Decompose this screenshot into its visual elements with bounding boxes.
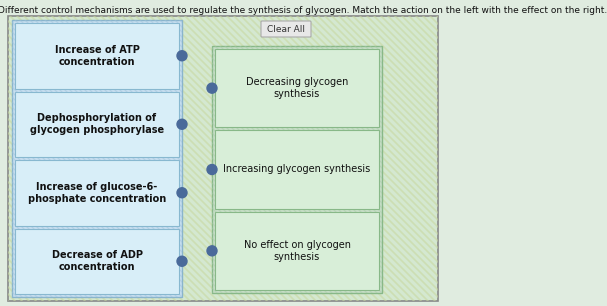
Text: Clear All: Clear All [267, 24, 305, 33]
Text: Dephosphorylation of
glycogen phosphorylase: Dephosphorylation of glycogen phosphoryl… [30, 114, 164, 135]
Circle shape [207, 83, 217, 93]
FancyBboxPatch shape [215, 130, 379, 209]
Circle shape [207, 165, 217, 174]
Text: Increase of glucose-6-
phosphate concentration: Increase of glucose-6- phosphate concent… [28, 182, 166, 203]
FancyBboxPatch shape [15, 229, 179, 294]
FancyBboxPatch shape [215, 212, 379, 290]
FancyBboxPatch shape [15, 23, 179, 88]
Text: Decreasing glycogen
synthesis: Decreasing glycogen synthesis [246, 77, 348, 99]
FancyBboxPatch shape [8, 16, 438, 301]
FancyBboxPatch shape [15, 91, 179, 157]
FancyBboxPatch shape [15, 160, 179, 226]
FancyBboxPatch shape [12, 20, 182, 297]
Circle shape [177, 256, 187, 266]
Circle shape [177, 188, 187, 198]
Circle shape [177, 119, 187, 129]
FancyBboxPatch shape [215, 49, 379, 127]
FancyBboxPatch shape [212, 46, 382, 293]
Text: Different control mechanisms are used to regulate the synthesis of glycogen. Mat: Different control mechanisms are used to… [0, 6, 607, 15]
Text: Decrease of ADP
concentration: Decrease of ADP concentration [52, 250, 143, 272]
Text: Increasing glycogen synthesis: Increasing glycogen synthesis [223, 165, 371, 174]
FancyBboxPatch shape [261, 21, 311, 37]
Text: No effect on glycogen
synthesis: No effect on glycogen synthesis [243, 240, 350, 262]
Text: Increase of ATP
concentration: Increase of ATP concentration [55, 45, 140, 66]
Circle shape [177, 51, 187, 61]
Circle shape [207, 246, 217, 256]
